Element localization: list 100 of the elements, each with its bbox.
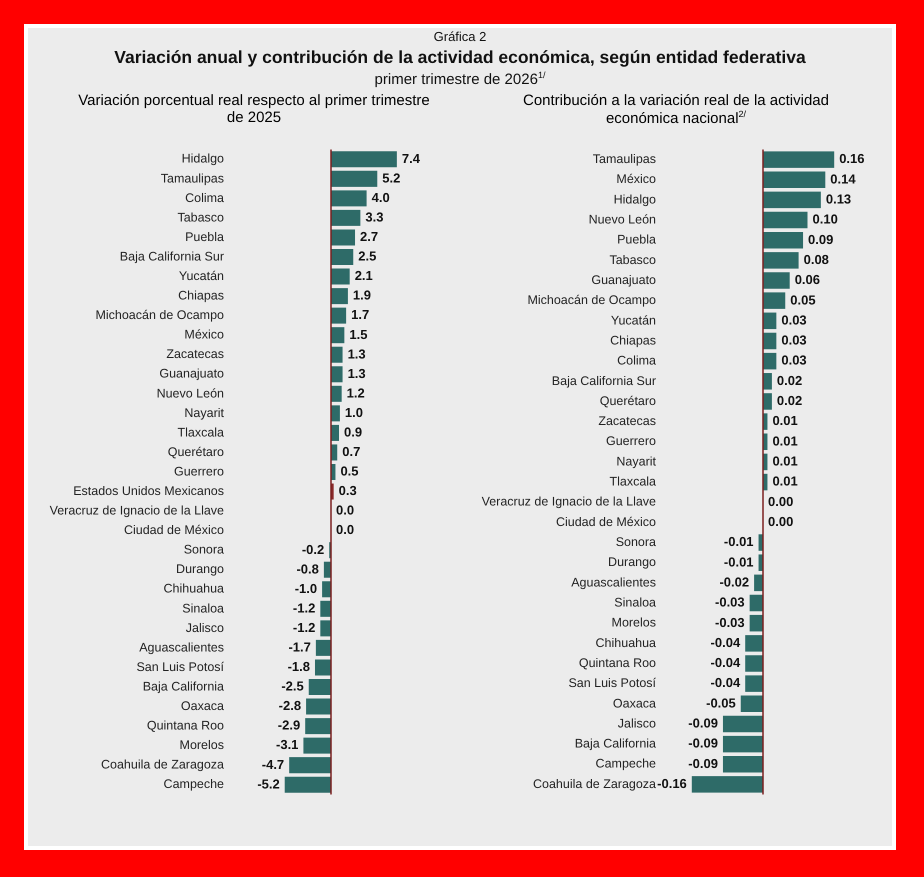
y-tick-label: Tabasco [609, 252, 656, 267]
y-tick-label: Aguascalientes [571, 575, 656, 590]
data-label: 4.0 [372, 190, 390, 205]
data-label: 1.3 [348, 346, 366, 362]
bar [331, 327, 344, 344]
bar [754, 574, 763, 592]
data-label: -0.04 [710, 675, 741, 690]
bar [331, 288, 348, 304]
data-label: 0.14 [830, 171, 856, 186]
bar [308, 678, 331, 696]
data-label: -0.09 [688, 716, 718, 731]
bar [763, 352, 776, 370]
bar [745, 635, 763, 652]
data-label: 1.3 [348, 366, 366, 381]
y-tick-label: Tamaulipas [592, 152, 656, 166]
bar [320, 600, 331, 617]
data-label: -0.05 [706, 695, 736, 710]
bar [763, 312, 776, 330]
y-tick-label: Oaxaca [612, 696, 656, 710]
y-tick-label: Colima [617, 354, 656, 368]
data-label: 2.7 [360, 229, 378, 244]
bar [763, 171, 826, 188]
bar [331, 170, 378, 187]
data-label: -0.16 [657, 776, 687, 791]
y-tick-label: Tamaulipas [160, 171, 224, 186]
y-tick-label: Chihuahua [164, 582, 224, 596]
bar [284, 776, 331, 793]
x-axis-title: Contribución a la variación real de la actividad económica nacional$^{2/}$ [522, 92, 830, 129]
y-tick-label: Sinaloa [614, 595, 656, 610]
y-tick-label: Nuevo León [588, 212, 656, 226]
data-label: 0.05 [790, 292, 816, 308]
y-tick-label: Quintana Roo [578, 656, 656, 670]
y-tick-label: Nuevo León [156, 386, 224, 400]
data-label: 7.4 [402, 150, 421, 166]
bar [763, 272, 790, 289]
bar [745, 655, 763, 672]
data-label: -3.1 [276, 737, 298, 752]
y-tick-label: Tlaxcala [609, 474, 656, 489]
bar [763, 212, 808, 228]
bar [763, 252, 799, 269]
y-tick-label: Ciudad de México [556, 514, 656, 529]
data-label: 0.00 [768, 494, 794, 509]
data-label: 0.13 [826, 191, 852, 206]
data-label: 0.3 [338, 483, 357, 498]
y-tick-label: Guerrero [606, 434, 656, 448]
y-tick-label: Chihuahua [596, 636, 656, 650]
data-label: -2.5 [281, 678, 304, 694]
data-label: -2.9 [278, 718, 300, 733]
data-label: 0.7 [342, 444, 360, 460]
data-label: 0.03 [781, 352, 807, 368]
bar [331, 229, 356, 246]
data-label: 0.01 [772, 433, 798, 448]
y-tick-label: Nayarit [184, 406, 225, 420]
bar [303, 738, 331, 754]
y-tick-label: Tlaxcala [177, 425, 224, 440]
y-tick-label: Estados Unidos Mexicanos [73, 484, 224, 498]
y-tick-label: Tabasco [177, 210, 224, 224]
y-tick-label: Zacatecas [598, 414, 656, 428]
data-label: -0.8 [296, 561, 319, 576]
y-tick-label: Hidalgo [614, 192, 656, 206]
data-label: 1.0 [344, 404, 363, 420]
y-tick-label: Oaxaca [180, 699, 224, 713]
bar [331, 210, 360, 226]
y-tick-label: San Luis Potosí [568, 676, 657, 690]
bar [324, 562, 331, 578]
bar [763, 151, 834, 168]
data-label: -4.7 [262, 756, 284, 772]
y-tick-label: Querétaro [600, 394, 656, 408]
y-tick-label: Sinaloa [182, 601, 224, 616]
y-tick-label: Coahuila de Zaragoza [533, 776, 656, 791]
data-label: -5.2 [257, 776, 280, 792]
bar [331, 308, 346, 324]
data-label: 1.7 [351, 307, 370, 322]
data-label: 0.9 [344, 424, 362, 440]
y-tick-label: Jalisco [186, 620, 224, 635]
y-tick-label: Puebla [617, 232, 656, 247]
bar [722, 736, 763, 752]
y-tick-label: Michoacán de Ocampo [95, 308, 224, 322]
bar [331, 346, 343, 363]
data-label: 2.1 [354, 268, 373, 284]
data-label: 2.5 [358, 248, 376, 264]
bar [320, 620, 331, 636]
bar [722, 716, 763, 732]
data-label: 0.03 [781, 332, 807, 348]
y-tick-label: Yucatán [178, 269, 224, 283]
y-tick-label: Jalisco [618, 716, 656, 730]
y-tick-label: Campeche [164, 777, 224, 792]
data-label: 0.01 [772, 413, 798, 428]
bar [692, 776, 763, 793]
y-tick-label: Aguascalientes [139, 640, 224, 654]
y-tick-label: Veracruz de Ignacio de la Llave [50, 504, 224, 518]
y-tick-label: Baja California [574, 736, 656, 751]
bar [305, 718, 331, 734]
y-tick-label: Hidalgo [182, 152, 224, 166]
y-tick-label: Chiapas [610, 333, 656, 348]
data-label: -0.01 [724, 554, 754, 570]
data-label: 0.03 [781, 312, 807, 328]
bar [316, 640, 331, 656]
y-tick-label: Guerrero [174, 464, 224, 478]
y-tick-label: Morelos [612, 616, 656, 630]
